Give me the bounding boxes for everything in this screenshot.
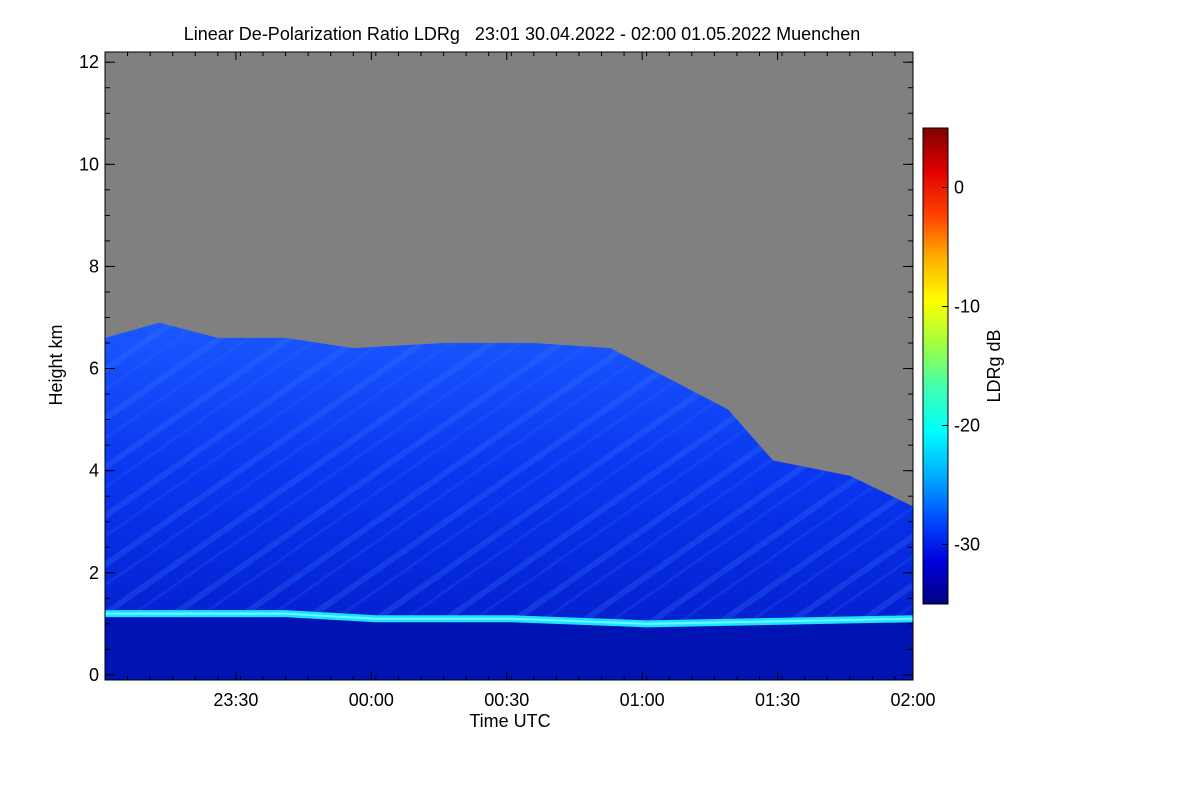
cirrus-fall-streaks [105,322,913,624]
colorbar-label: LDRg dB [984,329,1004,402]
y-tick-label: 10 [79,154,99,174]
colorbar-ticks: 0 -10 -20 -30 [942,178,980,555]
y-tick-label: 2 [89,563,99,583]
colorbar-tick-label: 0 [954,178,964,198]
y-tick-label: 0 [89,665,99,685]
colorbar [922,127,949,605]
colorbar-tick-label: -10 [954,297,980,317]
y-tick-label: 8 [89,256,99,276]
chart-title: Linear De-Polarization Ratio LDRg 23:01 … [184,24,860,44]
y-tick-label: 4 [89,461,99,481]
colorbar-tick-label: -30 [954,535,980,555]
x-tick-label: 00:30 [484,690,529,710]
colorbar-tick-label: -20 [954,416,980,436]
y-tick-label: 6 [89,359,99,379]
y-tick-label: 12 [79,52,99,72]
y-axis-label: Height km [46,324,66,405]
plot-frame [104,51,914,681]
x-axis-ticks: 23:30 00:00 00:30 01:00 01:30 02:00 [104,52,936,710]
x-axis-label: Time UTC [469,711,550,731]
x-tick-label: 23:30 [213,690,258,710]
boundary-layer-glow [105,612,913,625]
x-tick-label: 00:00 [349,690,394,710]
lower-atmosphere-region [105,613,913,680]
x-tick-label: 01:00 [620,690,665,710]
y-axis-ticks: 0 2 4 6 8 10 12 [79,52,913,685]
x-tick-label: 01:30 [755,690,800,710]
x-tick-label: 02:00 [890,690,935,710]
